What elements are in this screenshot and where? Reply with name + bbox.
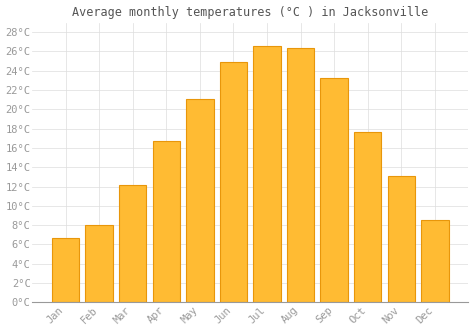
Bar bbox=[421, 220, 448, 302]
Bar bbox=[219, 62, 247, 302]
Title: Average monthly temperatures (°C ) in Jacksonville: Average monthly temperatures (°C ) in Ja… bbox=[72, 6, 428, 19]
Bar bbox=[52, 238, 79, 302]
Bar bbox=[186, 99, 214, 302]
Bar bbox=[253, 46, 281, 302]
Bar bbox=[354, 131, 382, 302]
Bar bbox=[320, 77, 348, 302]
Bar bbox=[119, 185, 146, 302]
Bar bbox=[287, 48, 314, 302]
Bar bbox=[85, 225, 113, 302]
Bar bbox=[388, 176, 415, 302]
Bar bbox=[153, 141, 180, 302]
